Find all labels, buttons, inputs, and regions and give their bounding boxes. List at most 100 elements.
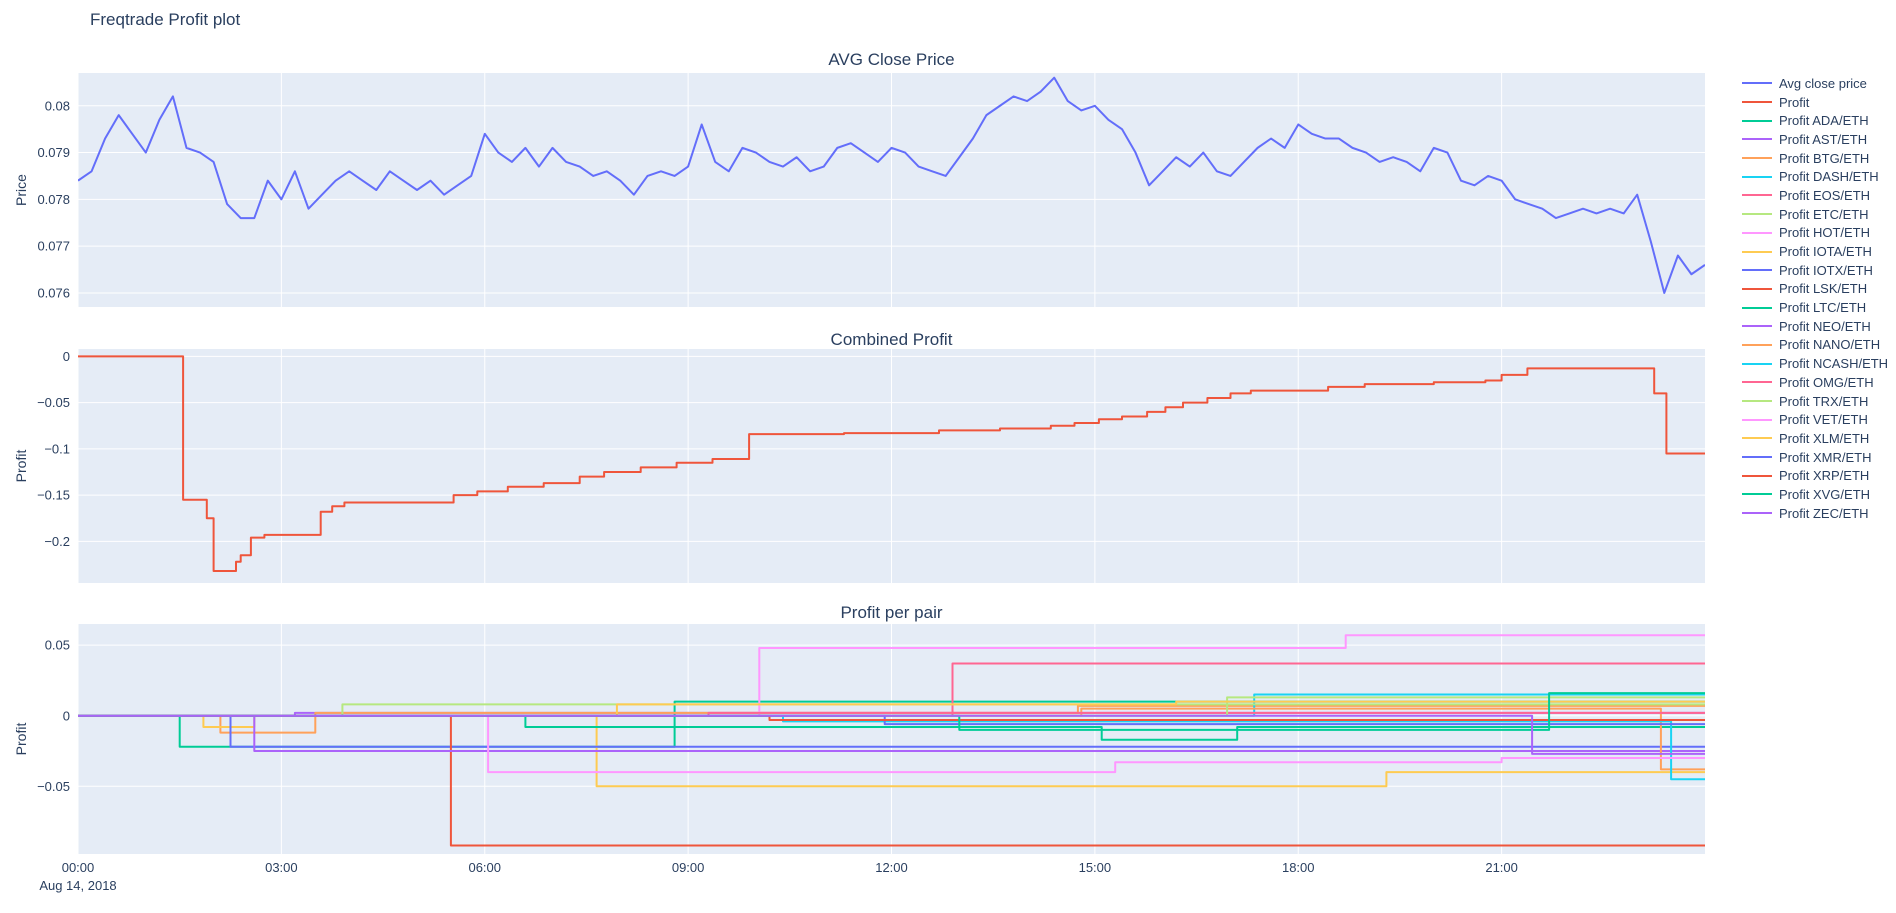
legend-line-swatch bbox=[1742, 343, 1772, 346]
legend-item[interactable]: Profit AST/ETH bbox=[1742, 130, 1888, 149]
combined-profit-chart[interactable]: 0 −0.05 −0.1 −0.15 −0.2 Profit bbox=[0, 349, 1720, 589]
series-profit bbox=[78, 355, 1705, 572]
legend-label: Profit EOS/ETH bbox=[1779, 187, 1871, 203]
legend-item[interactable]: Profit XRP/ETH bbox=[1742, 466, 1888, 485]
legend-label: Avg close price bbox=[1779, 75, 1867, 91]
legend-item[interactable]: Avg close price bbox=[1742, 74, 1888, 93]
legend-item[interactable]: Profit NCASH/ETH bbox=[1742, 354, 1888, 373]
y-tick-label: 0 bbox=[63, 349, 70, 364]
legend-item[interactable]: Profit IOTX/ETH bbox=[1742, 261, 1888, 280]
legend-label: Profit XMR/ETH bbox=[1779, 449, 1872, 465]
legend-label: Profit XVG/ETH bbox=[1779, 486, 1871, 502]
page-title: Freqtrade Profit plot bbox=[90, 10, 241, 29]
legend-label: Profit NANO/ETH bbox=[1779, 337, 1881, 353]
y-tick-label: 0.076 bbox=[37, 286, 70, 301]
legend-item[interactable]: Profit OMG/ETH bbox=[1742, 373, 1888, 392]
y-tick-label: 0.078 bbox=[37, 192, 70, 207]
legend-label: Profit AST/ETH bbox=[1779, 131, 1868, 147]
legend-label: Profit LTC/ETH bbox=[1779, 300, 1867, 316]
avg-close-price-chart[interactable]: 0.076 0.077 0.078 0.079 0.08 Price bbox=[0, 73, 1720, 313]
legend-item[interactable]: Profit LTC/ETH bbox=[1742, 298, 1888, 317]
legend-item[interactable]: Profit NEO/ETH bbox=[1742, 317, 1888, 336]
legend-item[interactable]: Profit DASH/ETH bbox=[1742, 167, 1888, 186]
x-tick-label: 21:00 bbox=[1485, 860, 1518, 875]
legend-label: Profit IOTA/ETH bbox=[1779, 244, 1872, 260]
subplot-title-combined-profit: Combined Profit bbox=[830, 330, 953, 349]
x-tick-label: 09:00 bbox=[672, 860, 705, 875]
legend-item[interactable]: Profit HOT/ETH bbox=[1742, 224, 1888, 243]
legend-item[interactable]: Profit bbox=[1742, 93, 1888, 112]
y-tick-label: −0.2 bbox=[44, 534, 70, 549]
y-axis-title: Profit bbox=[13, 723, 29, 756]
legend: Avg close price Profit Profit ADA/ETH Profi… bbox=[1742, 74, 1888, 523]
x-tick-label: 00:00 bbox=[62, 860, 95, 875]
x-tick-label: 03:00 bbox=[265, 860, 298, 875]
subplot-title-avg-close-price: AVG Close Price bbox=[828, 50, 955, 69]
legend-line-swatch bbox=[1742, 269, 1772, 272]
x-tick-label: 12:00 bbox=[875, 860, 908, 875]
legend-line-swatch bbox=[1742, 493, 1772, 496]
legend-item[interactable]: Profit ZEC/ETH bbox=[1742, 504, 1888, 523]
legend-line-swatch bbox=[1742, 474, 1772, 477]
legend-line-swatch bbox=[1742, 213, 1772, 216]
legend-line-swatch bbox=[1742, 287, 1772, 290]
legend-line-swatch bbox=[1742, 362, 1772, 365]
legend-label: Profit OMG/ETH bbox=[1779, 374, 1874, 390]
legend-line-swatch bbox=[1742, 381, 1772, 384]
legend-line-swatch bbox=[1742, 101, 1772, 104]
legend-line-swatch bbox=[1742, 157, 1772, 160]
x-axis-date-label: Aug 14, 2018 bbox=[39, 878, 116, 893]
legend-item[interactable]: Profit TRX/ETH bbox=[1742, 392, 1888, 411]
y-axis-title: Price bbox=[13, 174, 29, 206]
legend-line-swatch bbox=[1742, 138, 1772, 141]
series-profit-btg-eth bbox=[78, 704, 1705, 734]
legend-line-swatch bbox=[1742, 231, 1772, 234]
y-tick-label: 0.079 bbox=[37, 145, 70, 160]
series-avg-close-price bbox=[78, 76, 1705, 294]
legend-label: Profit ZEC/ETH bbox=[1779, 505, 1869, 521]
legend-item[interactable]: Profit BTG/ETH bbox=[1742, 149, 1888, 168]
subplot-title-profit-per-pair: Profit per pair bbox=[840, 603, 943, 622]
legend-item[interactable]: Profit XMR/ETH bbox=[1742, 448, 1888, 467]
legend-item[interactable]: Profit EOS/ETH bbox=[1742, 186, 1888, 205]
y-tick-label: 0.077 bbox=[37, 239, 70, 254]
legend-item[interactable]: Profit IOTA/ETH bbox=[1742, 242, 1888, 261]
legend-line-swatch bbox=[1742, 119, 1772, 122]
legend-line-swatch bbox=[1742, 194, 1772, 197]
legend-line-swatch bbox=[1742, 175, 1772, 178]
x-tick-label: 06:00 bbox=[468, 860, 501, 875]
legend-label: Profit XRP/ETH bbox=[1779, 468, 1870, 484]
legend-label: Profit VET/ETH bbox=[1779, 412, 1868, 428]
legend-line-swatch bbox=[1742, 250, 1772, 253]
legend-label: Profit XLM/ETH bbox=[1779, 430, 1870, 446]
y-tick-label: −0.05 bbox=[37, 779, 70, 794]
profit-per-pair-chart[interactable]: 0.05 0 −0.05 Profit 00:00 03:00 06:00 09:00 12:0… bbox=[0, 624, 1720, 913]
legend-line-swatch bbox=[1742, 82, 1772, 85]
x-tick-label: 18:00 bbox=[1282, 860, 1315, 875]
y-tick-label: 0.08 bbox=[45, 98, 70, 113]
y-tick-label: 0.05 bbox=[45, 638, 70, 653]
legend-label: Profit NCASH/ETH bbox=[1779, 356, 1889, 372]
y-tick-label: −0.1 bbox=[44, 441, 70, 456]
y-tick-label: 0 bbox=[63, 708, 70, 723]
legend-line-swatch bbox=[1742, 437, 1772, 440]
legend-label: Profit HOT/ETH bbox=[1779, 225, 1871, 241]
legend-label: Profit bbox=[1779, 94, 1810, 110]
legend-line-swatch bbox=[1742, 400, 1772, 403]
legend-item[interactable]: Profit XLM/ETH bbox=[1742, 429, 1888, 448]
legend-line-swatch bbox=[1742, 418, 1772, 421]
legend-item[interactable]: Profit VET/ETH bbox=[1742, 410, 1888, 429]
legend-item[interactable]: Profit ETC/ETH bbox=[1742, 205, 1888, 224]
legend-line-swatch bbox=[1742, 456, 1772, 459]
legend-item[interactable]: Profit LSK/ETH bbox=[1742, 280, 1888, 299]
legend-item[interactable]: Profit XVG/ETH bbox=[1742, 485, 1888, 504]
legend-item[interactable]: Profit ADA/ETH bbox=[1742, 111, 1888, 130]
legend-item[interactable]: Profit NANO/ETH bbox=[1742, 336, 1888, 355]
legend-line-swatch bbox=[1742, 512, 1772, 515]
legend-line-swatch bbox=[1742, 306, 1772, 309]
x-tick-label: 15:00 bbox=[1079, 860, 1112, 875]
legend-label: Profit LSK/ETH bbox=[1779, 281, 1868, 297]
legend-label: Profit ETC/ETH bbox=[1779, 206, 1869, 222]
legend-label: Profit DASH/ETH bbox=[1779, 169, 1879, 185]
y-tick-label: −0.05 bbox=[37, 395, 70, 410]
